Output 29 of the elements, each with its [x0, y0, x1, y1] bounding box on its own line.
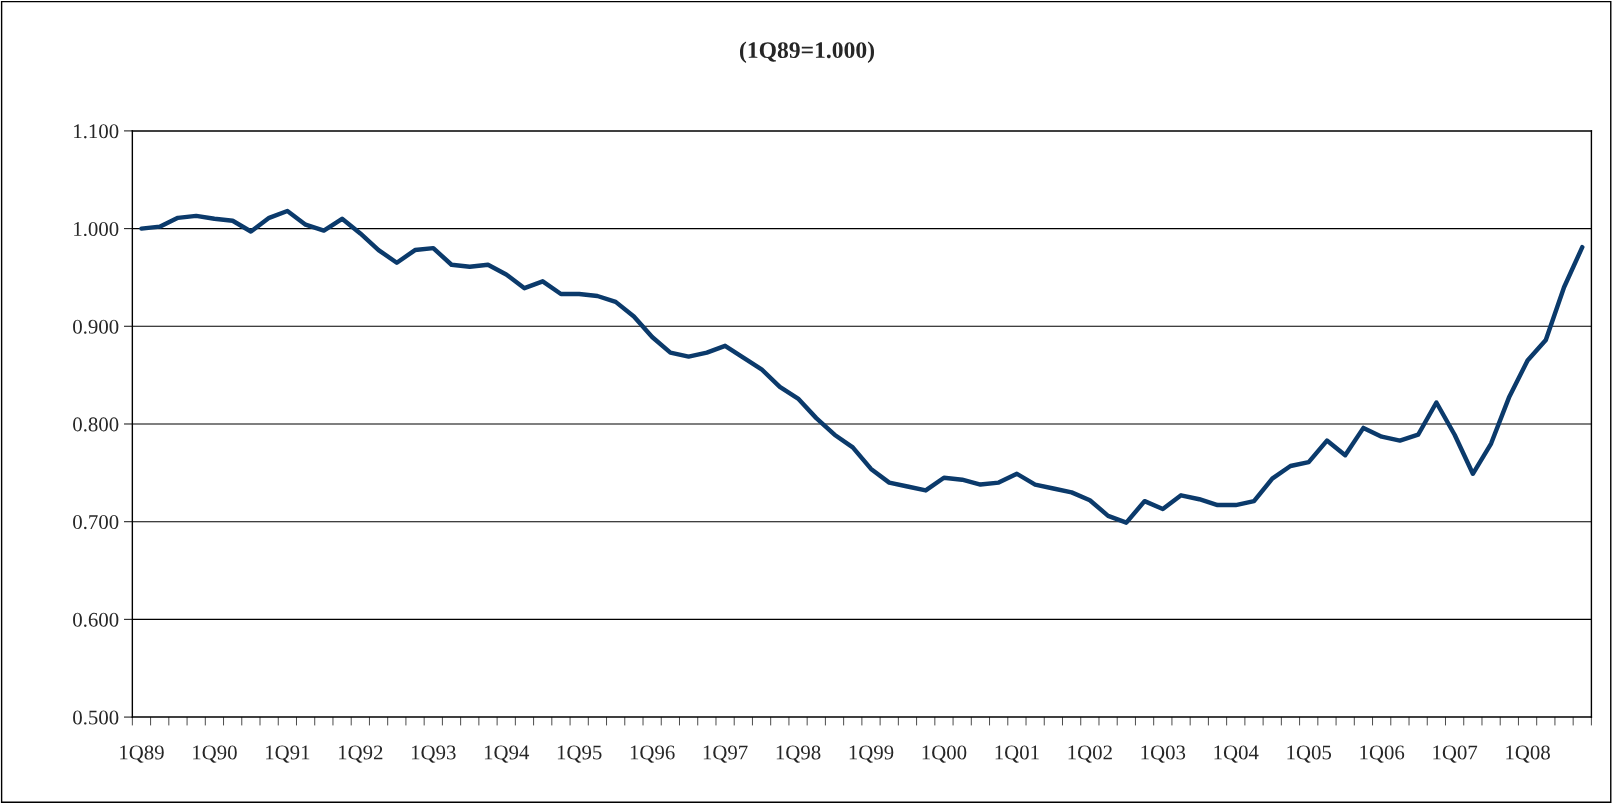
- y-tick-label: 0.500: [73, 710, 119, 725]
- x-tick-label: 1Q98: [776, 745, 821, 763]
- x-tick-label: 1Q01: [995, 745, 1039, 763]
- y-tick-label: 1.100: [74, 124, 119, 139]
- x-tick-label: 1Q06: [1360, 745, 1405, 763]
- x-tick-label: 1Q95: [557, 745, 602, 763]
- x-tick-label: 1Q97: [703, 745, 748, 763]
- x-tick-label: 1Q08: [1506, 745, 1550, 763]
- chart-title: (1Q89=1.000): [739, 41, 875, 63]
- y-tick-label: 0.700: [73, 515, 119, 530]
- y-tick-label: 1.000: [74, 221, 119, 237]
- x-tick-label: 1Q90: [193, 745, 237, 763]
- x-tick-label: 1Q93: [411, 745, 456, 763]
- x-tick-label: 1Q96: [630, 745, 675, 763]
- y-tick-label: 0.600: [73, 612, 119, 627]
- x-tick-label: 1Q91: [266, 745, 310, 763]
- line-series: [139, 208, 1585, 525]
- y-tick-label: 0.900: [73, 319, 119, 334]
- x-tick-label: 1Q00: [922, 745, 967, 763]
- x-tick-label: 1Q92: [339, 745, 383, 763]
- y-tick-label: 0.800: [73, 417, 119, 432]
- x-tick-label: 1Q02: [1068, 745, 1112, 763]
- x-tick-label: 1Q05: [1287, 745, 1332, 763]
- x-tick-label: 1Q04: [1214, 745, 1259, 763]
- x-tick-label: 1Q07: [1433, 745, 1478, 763]
- x-tick-label: 1Q99: [849, 745, 894, 763]
- x-tick-label: 1Q89: [120, 745, 164, 763]
- x-tick-label: 1Q94: [484, 745, 530, 763]
- x-tick-label: 1Q03: [1141, 745, 1186, 763]
